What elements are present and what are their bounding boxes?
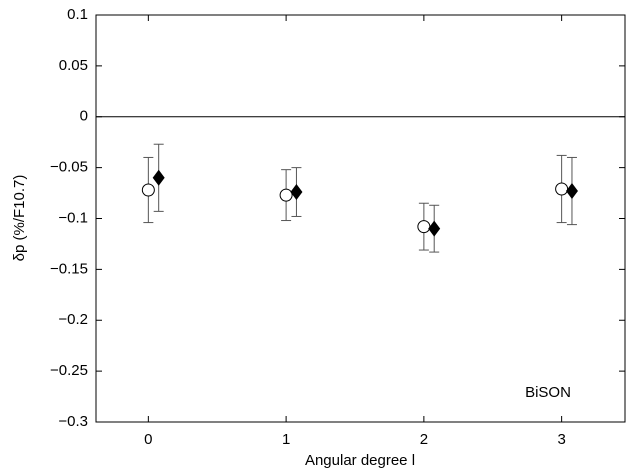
y-tick-label: 0.05 — [59, 57, 88, 74]
x-tick-label: 0 — [144, 431, 152, 448]
y-tick-label: −0.3 — [58, 413, 88, 430]
plot-frame — [95, 14, 626, 423]
y-tick-label: −0.2 — [58, 311, 88, 328]
point — [555, 182, 569, 196]
point — [417, 220, 431, 234]
y-tick-label: −0.1 — [58, 209, 88, 226]
annotation: BiSON — [525, 384, 571, 401]
x-axis-label: Angular degree l — [305, 452, 415, 469]
y-tick-label: −0.15 — [50, 260, 88, 277]
point — [141, 183, 155, 197]
x-tick-label: 3 — [557, 431, 565, 448]
point — [290, 184, 303, 201]
point — [152, 169, 165, 186]
y-tick-label: 0 — [80, 108, 88, 125]
point — [565, 183, 578, 200]
point — [428, 220, 441, 237]
x-tick-label: 2 — [420, 431, 428, 448]
y-tick-label: −0.25 — [50, 362, 88, 379]
y-axis-label: δp (%/F10.7) — [11, 175, 28, 262]
y-tick-label: −0.05 — [50, 159, 88, 176]
point — [279, 188, 293, 202]
y-tick-label: 0.1 — [67, 6, 88, 23]
x-tick-label: 1 — [282, 431, 290, 448]
